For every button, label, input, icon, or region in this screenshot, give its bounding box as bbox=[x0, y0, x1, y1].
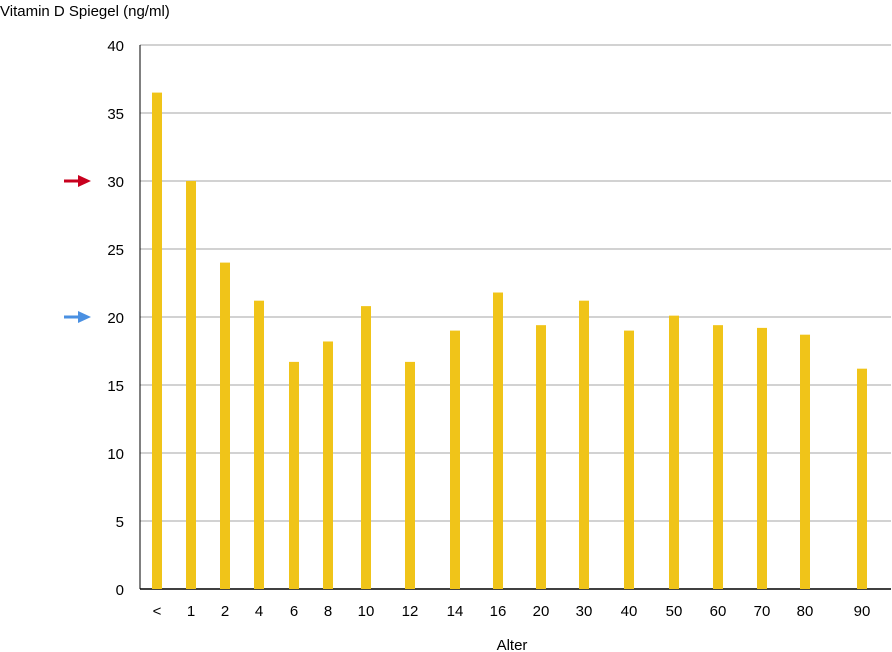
y-tick-label: 35 bbox=[107, 106, 124, 123]
bar bbox=[289, 361, 299, 589]
bar bbox=[220, 262, 230, 589]
y-tick-label: 15 bbox=[107, 378, 124, 395]
x-tick-label: 40 bbox=[621, 603, 638, 620]
x-tick-label: 4 bbox=[255, 603, 263, 620]
y-tick-label: 30 bbox=[107, 174, 124, 191]
red-arrow-icon bbox=[64, 175, 91, 187]
blue-arrow-icon bbox=[64, 311, 91, 323]
x-tick-label: 50 bbox=[666, 603, 683, 620]
x-tick-label: 90 bbox=[854, 603, 871, 620]
bar bbox=[669, 315, 679, 589]
x-tick-label: 12 bbox=[402, 603, 419, 620]
y-tick-label: 10 bbox=[107, 446, 124, 463]
y-tick-label: 5 bbox=[116, 514, 124, 531]
bar bbox=[254, 300, 264, 589]
x-tick-label: 80 bbox=[797, 603, 814, 620]
x-tick-label: 70 bbox=[754, 603, 771, 620]
bar bbox=[186, 181, 196, 589]
y-tick-label: 20 bbox=[107, 310, 124, 327]
bar bbox=[536, 325, 546, 589]
x-tick-label: < bbox=[153, 603, 162, 620]
x-tick-label: 60 bbox=[710, 603, 727, 620]
y-tick-label: 40 bbox=[107, 38, 124, 55]
y-tick-labels: 0 5 10 15 20 25 30 35 40 bbox=[107, 38, 124, 599]
bar bbox=[361, 306, 371, 589]
bar bbox=[152, 92, 162, 589]
y-tick-label: 25 bbox=[107, 242, 124, 259]
bar bbox=[323, 341, 333, 589]
x-axis-title: Alter bbox=[497, 637, 528, 652]
y-tick-label: 0 bbox=[116, 582, 124, 599]
bar bbox=[579, 300, 589, 589]
gridlines bbox=[139, 44, 891, 590]
x-tick-label: 14 bbox=[447, 603, 464, 620]
bar bbox=[857, 368, 867, 589]
bar bbox=[493, 292, 503, 589]
bar bbox=[757, 327, 767, 589]
bar bbox=[800, 334, 810, 589]
x-tick-label: 16 bbox=[490, 603, 507, 620]
y-axis-title: Vitamin D Spiegel (ng/ml) bbox=[0, 3, 170, 20]
bar bbox=[624, 330, 634, 589]
x-tick-label: 1 bbox=[187, 603, 195, 620]
x-tick-labels: <1 2 4 6 8 10 12 14 16 20 30 40 50 60 70 80 90 bbox=[153, 603, 871, 620]
x-tick-label: 20 bbox=[533, 603, 550, 620]
x-tick-label: 30 bbox=[576, 603, 593, 620]
bar bbox=[405, 361, 415, 589]
bar bbox=[713, 325, 723, 589]
reference-markers bbox=[64, 175, 91, 323]
bar bbox=[450, 330, 460, 589]
x-tick-label: 10 bbox=[358, 603, 375, 620]
x-tick-label: 2 bbox=[221, 603, 229, 620]
bars bbox=[152, 92, 867, 589]
x-tick-label: 6 bbox=[290, 603, 298, 620]
x-tick-label: 8 bbox=[324, 603, 332, 620]
